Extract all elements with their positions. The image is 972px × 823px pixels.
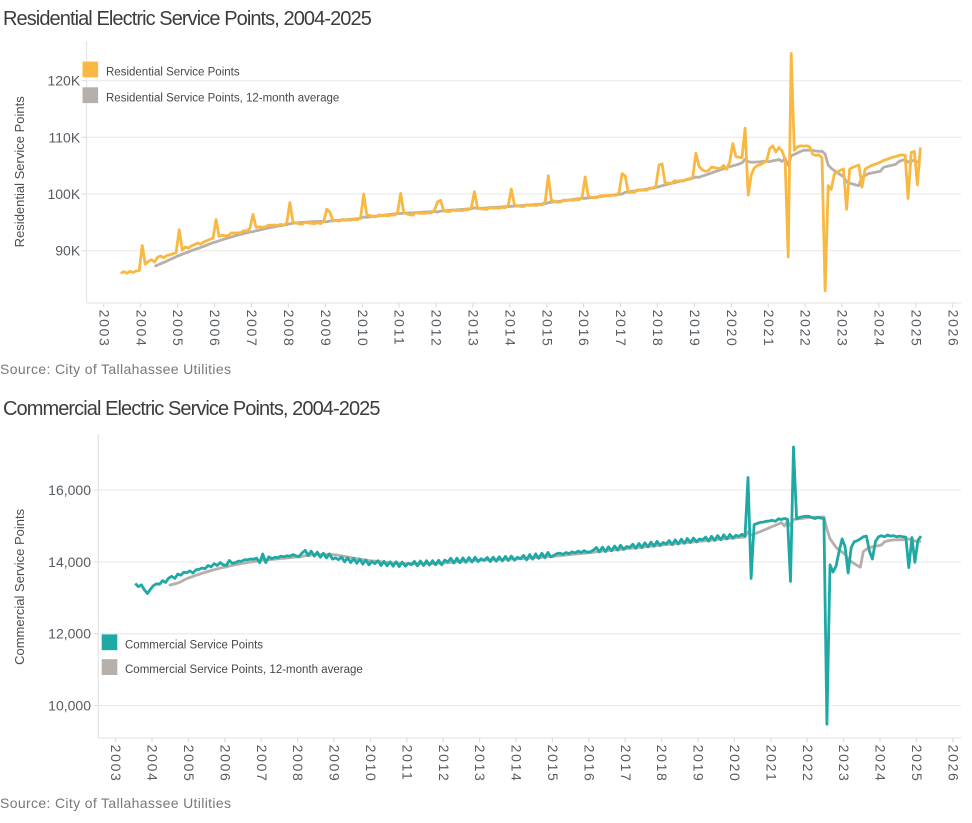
svg-text:2009: 2009: [327, 745, 343, 783]
svg-text:Residential Service Points: Residential Service Points: [106, 67, 240, 79]
svg-text:2004: 2004: [145, 745, 161, 783]
svg-text:2022: 2022: [800, 745, 816, 783]
svg-text:2017: 2017: [618, 745, 634, 783]
svg-text:2010: 2010: [363, 745, 379, 783]
svg-text:2023: 2023: [835, 310, 851, 348]
svg-text:120K: 120K: [47, 73, 80, 89]
svg-text:2025: 2025: [908, 310, 924, 348]
svg-text:2013: 2013: [465, 310, 481, 348]
svg-text:2009: 2009: [318, 310, 334, 348]
svg-text:2024: 2024: [873, 745, 889, 783]
svg-text:10,000: 10,000: [48, 698, 91, 714]
svg-text:2003: 2003: [108, 745, 124, 783]
svg-text:2021: 2021: [763, 745, 779, 783]
svg-text:2020: 2020: [727, 745, 743, 783]
svg-text:2024: 2024: [871, 310, 887, 348]
svg-text:2013: 2013: [472, 745, 488, 783]
svg-text:110K: 110K: [49, 129, 81, 145]
svg-text:2004: 2004: [133, 310, 149, 348]
svg-text:2015: 2015: [545, 745, 561, 783]
svg-text:2026: 2026: [945, 310, 961, 348]
svg-text:2019: 2019: [687, 310, 703, 348]
svg-text:2017: 2017: [613, 310, 629, 348]
svg-text:2014: 2014: [509, 745, 525, 783]
svg-text:Residential Service Points, 12: Residential Service Points, 12-month ave…: [106, 92, 339, 104]
svg-text:2008: 2008: [290, 745, 306, 783]
svg-text:2022: 2022: [798, 310, 814, 348]
svg-text:2012: 2012: [429, 310, 445, 348]
svg-text:2016: 2016: [576, 310, 592, 348]
svg-text:2003: 2003: [96, 310, 112, 348]
svg-text:16,000: 16,000: [48, 482, 91, 498]
svg-text:2023: 2023: [836, 745, 852, 783]
svg-text:2008: 2008: [281, 310, 297, 348]
svg-text:2011: 2011: [399, 745, 415, 782]
svg-text:100K: 100K: [47, 186, 80, 202]
svg-text:2006: 2006: [207, 310, 223, 348]
svg-text:12,000: 12,000: [48, 626, 91, 642]
svg-text:14,000: 14,000: [48, 554, 91, 570]
svg-text:Commercial Service Points: Commercial Service Points: [125, 639, 263, 651]
svg-text:2016: 2016: [581, 745, 597, 783]
svg-text:Commercial Service Points: Commercial Service Points: [12, 508, 27, 665]
svg-text:2010: 2010: [355, 310, 371, 348]
svg-text:2018: 2018: [654, 745, 670, 783]
svg-text:2025: 2025: [909, 745, 925, 783]
svg-text:Residential Service Points: Residential Service Points: [12, 96, 27, 248]
svg-text:2021: 2021: [761, 310, 777, 348]
svg-text:2005: 2005: [181, 745, 197, 783]
svg-text:2011: 2011: [392, 310, 408, 347]
svg-text:2007: 2007: [244, 310, 260, 348]
svg-text:2007: 2007: [254, 745, 270, 783]
svg-text:2006: 2006: [217, 745, 233, 783]
svg-text:2019: 2019: [691, 745, 707, 783]
svg-text:2026: 2026: [945, 745, 961, 783]
svg-text:2018: 2018: [650, 310, 666, 348]
svg-text:2020: 2020: [724, 310, 740, 348]
svg-text:2014: 2014: [502, 310, 518, 348]
svg-text:Commercial Service Points, 12-: Commercial Service Points, 12-month aver…: [125, 664, 363, 676]
svg-text:2012: 2012: [436, 745, 452, 783]
svg-text:2015: 2015: [539, 310, 555, 348]
svg-text:90K: 90K: [55, 243, 81, 259]
svg-text:2005: 2005: [170, 310, 186, 348]
